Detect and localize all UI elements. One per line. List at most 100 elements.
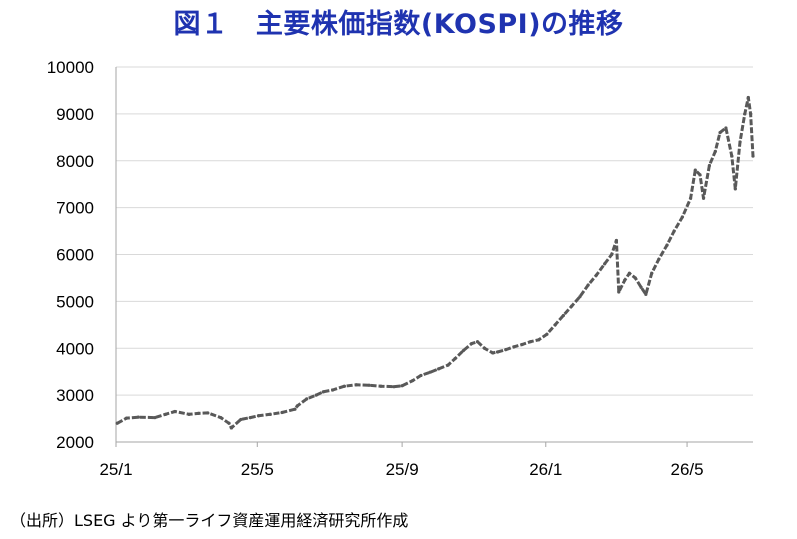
data-point [657,257,661,261]
data-point [437,367,441,371]
data-point [367,383,371,387]
x-tick-label: 25/1 [99,460,132,479]
data-point [219,416,223,420]
data-point [475,340,480,344]
data-point [239,417,243,422]
data-point [586,283,590,287]
data-point [537,338,541,342]
data-point [733,187,737,191]
y-tick-label: 2000 [56,433,94,452]
data-point [115,421,119,425]
data-point [512,345,516,349]
data-point [520,342,524,347]
x-tick-labels: 25/1 25/5 25/9 26/1 26/5 [99,460,703,479]
data-point [342,384,347,388]
x-tick-label: 26/5 [671,460,704,479]
data-point [229,426,233,430]
x-tick-label: 25/9 [386,460,419,479]
data-point [280,410,284,415]
y-tick-label: 8000 [56,152,94,171]
data-point [331,388,335,392]
data-point [594,273,598,277]
data-point [570,304,574,308]
data-point [321,390,325,394]
axes [115,67,753,447]
data-point [446,363,450,367]
data-point [639,285,643,289]
data-point [617,290,621,294]
data-point [680,215,684,219]
data-point [698,173,702,177]
data-point [163,412,168,416]
data-point [724,126,728,130]
data-point [256,414,261,418]
data-point [738,140,742,144]
data-point [718,131,722,135]
x-tick-label: 26/1 [529,460,562,479]
data-point [633,276,637,280]
data-point [305,397,309,401]
data-point [743,112,747,116]
y-tick-label: 5000 [56,292,94,311]
data-point [206,411,210,415]
data-point [578,295,582,299]
data-point [650,271,654,275]
data-point [627,271,631,275]
data-point [614,238,619,243]
data-point [701,196,706,200]
data-point [293,407,297,411]
data-point [461,348,465,353]
data-point [411,378,415,383]
data-point [528,340,533,344]
data-point [354,383,358,387]
x-tick-label: 25/5 [241,460,274,479]
data-point [173,409,177,414]
series-line-kospi [116,96,755,430]
data-point [453,356,457,361]
data-point [268,412,272,416]
data-point [491,351,495,355]
chart-title: 図１ 主要株価指数(KOSPI)の推移 [173,9,624,40]
data-point [665,243,669,247]
data-point [295,404,299,408]
data-point [482,346,487,350]
grid-lines [116,66,753,396]
data-point [379,384,383,388]
data-point [124,416,129,420]
data-point [504,348,508,352]
y-tick-labels: 2000 3000 4000 5000 6000 7000 8000 9000 10000 [47,58,94,452]
y-tick-label: 7000 [56,199,94,218]
data-point [688,196,693,200]
data-point [400,384,404,388]
data-point [187,412,191,416]
y-tick-label: 4000 [56,339,94,358]
data-point [693,168,697,172]
data-point [469,341,474,346]
data-point [392,385,396,389]
data-point [561,313,566,318]
data-point [136,415,140,419]
series-group [115,95,755,430]
y-tick-label: 6000 [56,246,94,265]
data-point [603,262,607,266]
data-point [495,350,500,354]
y-tick-label: 10000 [47,58,94,77]
data-point [644,292,648,296]
data-point [672,229,676,233]
data-point [553,323,557,327]
data-point [707,163,712,168]
data-point [746,95,750,100]
y-tick-label: 9000 [56,105,94,124]
data-point [248,416,252,420]
data-point [749,112,753,116]
data-point [314,393,318,397]
data-point [227,421,231,425]
data-point [713,149,717,153]
data-point [730,154,734,158]
data-point [751,154,755,158]
data-point [196,411,201,416]
data-point [545,332,549,336]
data-point [419,373,423,378]
data-point [623,278,627,282]
